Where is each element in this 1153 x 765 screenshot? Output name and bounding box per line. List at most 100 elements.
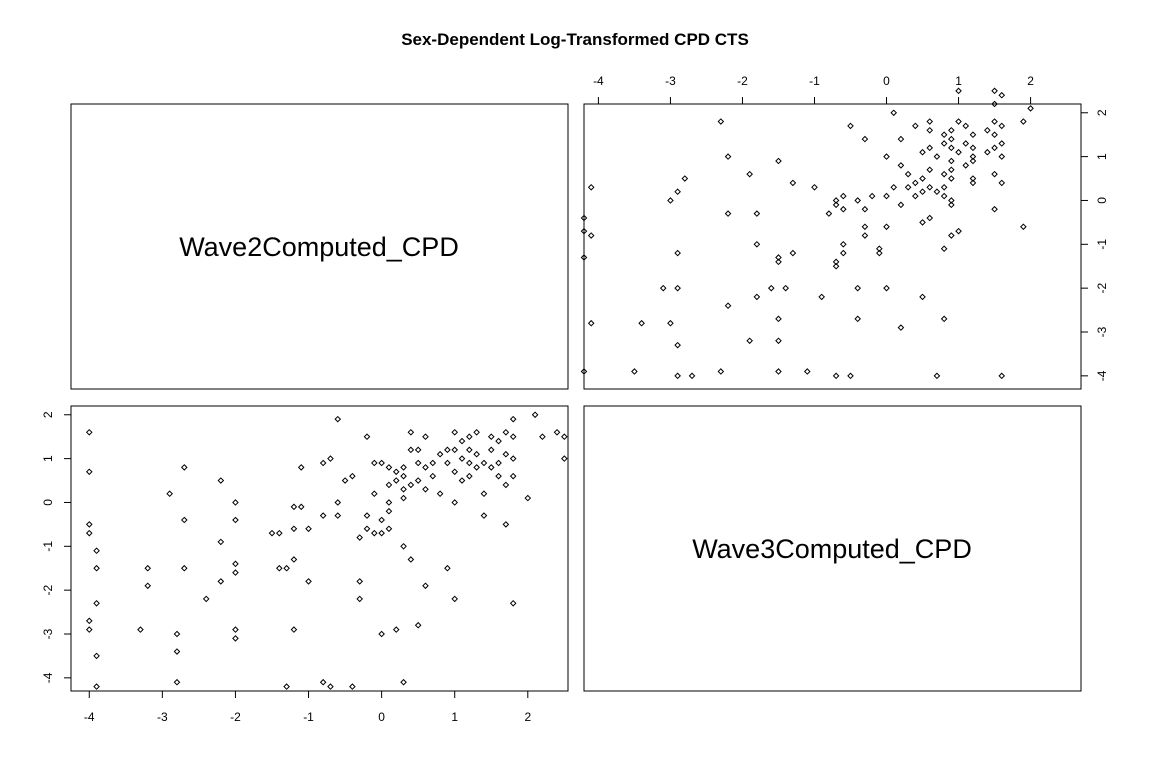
- data-point: [919, 293, 926, 301]
- data-point: [232, 516, 239, 524]
- data-point: [883, 223, 890, 231]
- data-point: [926, 214, 934, 222]
- data-point: [839, 241, 847, 248]
- data-point: [580, 368, 588, 375]
- data-point: [553, 429, 561, 436]
- data-point: [444, 459, 451, 467]
- bottom-tick-label: -4: [84, 710, 95, 724]
- data-point: [587, 319, 595, 327]
- bottom-tick-label: 1: [451, 710, 458, 724]
- data-point: [371, 459, 378, 467]
- data-point: [969, 157, 977, 165]
- data-point: [502, 481, 510, 489]
- points-wave3-vs-wave2: [580, 87, 1034, 380]
- left-tick-label: 1: [41, 455, 55, 462]
- data-point: [926, 184, 934, 191]
- data-point: [861, 232, 869, 239]
- data-point: [897, 324, 905, 331]
- data-point: [363, 512, 371, 519]
- data-point: [998, 179, 1006, 187]
- data-point: [811, 184, 818, 191]
- left-y-axis: -4 -3 -2 -1 0 1 2: [41, 411, 72, 683]
- data-point: [349, 472, 356, 480]
- data-point: [890, 184, 898, 191]
- data-point: [429, 472, 437, 480]
- data-point: [400, 494, 407, 502]
- data-point: [926, 118, 934, 125]
- data-point: [561, 433, 568, 440]
- data-point: [955, 227, 962, 235]
- data-point: [940, 315, 948, 323]
- data-point: [580, 227, 588, 235]
- data-point: [392, 468, 400, 476]
- data-point: [539, 433, 546, 440]
- data-point: [385, 507, 393, 515]
- data-point: [674, 284, 681, 292]
- data-point: [969, 175, 977, 182]
- data-point: [724, 210, 732, 217]
- data-point: [912, 122, 919, 130]
- data-point: [451, 446, 459, 454]
- data-point: [232, 499, 239, 506]
- data-point: [861, 223, 869, 231]
- data-point: [818, 293, 826, 301]
- data-point: [775, 368, 782, 375]
- data-point: [85, 468, 93, 476]
- data-point: [587, 184, 595, 191]
- data-point: [414, 477, 422, 484]
- data-point: [349, 683, 356, 690]
- data-point: [466, 433, 473, 440]
- data-point: [85, 529, 93, 537]
- data-point: [93, 652, 100, 660]
- data-point: [897, 201, 905, 209]
- data-point: [400, 464, 407, 471]
- data-point: [890, 109, 898, 117]
- data-point: [717, 368, 725, 375]
- data-point: [385, 481, 393, 489]
- data-point: [429, 459, 437, 467]
- data-point: [137, 626, 144, 633]
- data-point: [93, 683, 100, 690]
- data-point: [926, 166, 934, 174]
- data-point: [674, 341, 681, 349]
- data-point: [926, 144, 934, 152]
- data-point: [998, 91, 1006, 99]
- panel-top-left-frame: [70, 103, 569, 390]
- data-point: [502, 429, 510, 436]
- data-point: [480, 512, 488, 519]
- top-tick-label: -2: [737, 74, 748, 88]
- data-point: [217, 578, 225, 585]
- data-point: [940, 192, 948, 200]
- points-wave2-vs-wave3: [85, 411, 568, 690]
- bottom-tick-label: -2: [230, 710, 241, 724]
- data-point: [495, 437, 502, 445]
- data-point: [407, 481, 415, 489]
- data-point: [724, 302, 732, 309]
- data-point: [487, 464, 495, 471]
- data-point: [746, 170, 753, 178]
- data-point: [962, 122, 970, 130]
- data-point: [688, 372, 696, 380]
- data-point: [832, 197, 840, 204]
- data-point: [385, 464, 393, 471]
- data-point: [327, 683, 334, 690]
- data-point: [85, 429, 93, 436]
- data-point: [268, 529, 276, 537]
- data-point: [509, 415, 517, 423]
- data-point: [674, 372, 681, 380]
- data-point: [775, 258, 782, 266]
- data-point: [275, 564, 283, 572]
- data-point: [407, 556, 415, 563]
- right-y-axis: -4 -3 -2 -1 0 1 2: [1080, 109, 1109, 381]
- panel-bottom-right-frame: [583, 405, 1082, 692]
- data-point: [724, 153, 732, 160]
- data-point: [385, 499, 393, 506]
- data-point: [473, 464, 480, 471]
- data-point: [392, 477, 400, 484]
- data-point: [933, 372, 941, 380]
- data-point: [861, 205, 869, 213]
- data-point: [334, 499, 342, 506]
- data-point: [926, 127, 934, 134]
- data-point: [297, 464, 305, 471]
- data-point: [948, 175, 955, 182]
